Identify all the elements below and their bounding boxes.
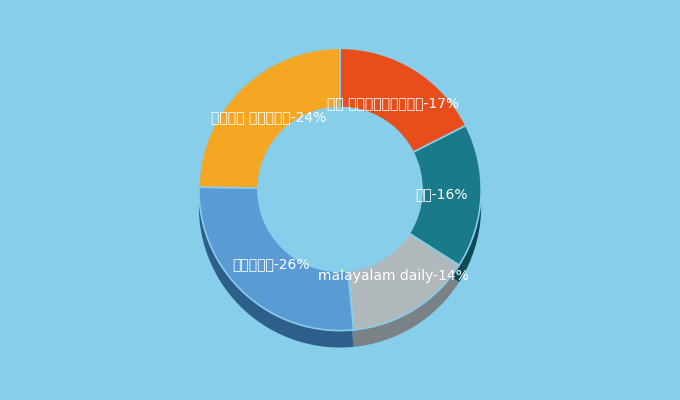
Wedge shape <box>409 142 481 282</box>
Wedge shape <box>340 65 466 169</box>
Wedge shape <box>199 187 354 330</box>
Circle shape <box>258 108 422 271</box>
Wedge shape <box>348 250 459 347</box>
Text: ആന അലറലോടലറൽ-17%: ആന അലറലോടലറൽ-17% <box>327 96 459 110</box>
Text: ഗൗരി ലക്ഷ്-24%: ഗൗരി ലക്ഷ്-24% <box>211 110 326 124</box>
Text: സന-16%: സന-16% <box>415 187 468 201</box>
Text: malayalam daily-14%: malayalam daily-14% <box>318 269 469 283</box>
Wedge shape <box>199 48 340 188</box>
Wedge shape <box>409 126 481 265</box>
Wedge shape <box>340 48 466 152</box>
Wedge shape <box>348 233 459 330</box>
Wedge shape <box>199 65 340 205</box>
Text: ഹാദിയ-26%: ഹാദിയ-26% <box>233 257 310 271</box>
Wedge shape <box>199 204 354 348</box>
